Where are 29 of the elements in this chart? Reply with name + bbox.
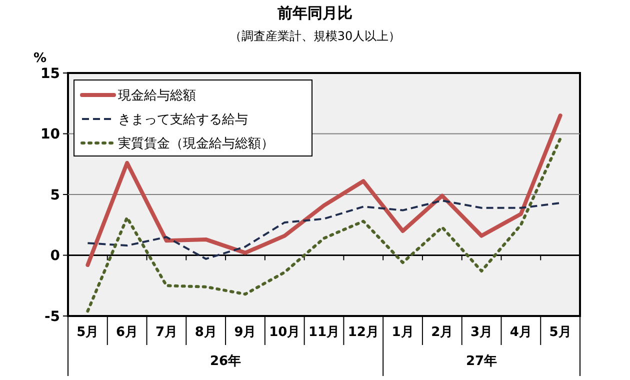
x-tick-label: 4月 bbox=[510, 325, 532, 340]
x-tick-label: 1月 bbox=[392, 325, 414, 340]
x-tick-label: 8月 bbox=[194, 325, 217, 340]
y-axis-title: % bbox=[33, 51, 47, 66]
x-tick-label: 3月 bbox=[470, 325, 493, 340]
legend-label: 現金給与総額 bbox=[118, 88, 196, 104]
y-tick-label: 0 bbox=[50, 248, 60, 264]
y-tick-label: 15 bbox=[40, 66, 60, 82]
line-series bbox=[86, 114, 562, 267]
x-tick-label: 10月 bbox=[269, 325, 300, 340]
x-tick-label: 2月 bbox=[431, 325, 454, 340]
x-tick-label: 5月 bbox=[549, 325, 572, 340]
x-tick-label: 11月 bbox=[308, 325, 340, 340]
y-tick-label: 10 bbox=[40, 126, 60, 143]
x-tick-label: 5月 bbox=[76, 325, 99, 340]
text: 26年 bbox=[210, 354, 242, 369]
line-series bbox=[86, 137, 562, 313]
line-series bbox=[86, 200, 562, 260]
x-tick-label: 9月 bbox=[234, 325, 256, 340]
x-tick-label: 7月 bbox=[155, 325, 178, 340]
x-tick-label: 6月 bbox=[116, 325, 138, 340]
legend-label: きまって支給する給与 bbox=[118, 112, 248, 128]
chart-title: 前年同月比 bbox=[276, 4, 352, 22]
x-tick-label: 12月 bbox=[348, 325, 379, 340]
legend-label: 実質賃金（現金給与総額） bbox=[118, 136, 274, 152]
chart-subtitle: （調査産業計、規模30人以上） bbox=[229, 29, 401, 43]
text: 27年 bbox=[466, 354, 498, 369]
y-tick-label: -5 bbox=[44, 308, 60, 325]
y-tick-label: 5 bbox=[50, 187, 60, 204]
